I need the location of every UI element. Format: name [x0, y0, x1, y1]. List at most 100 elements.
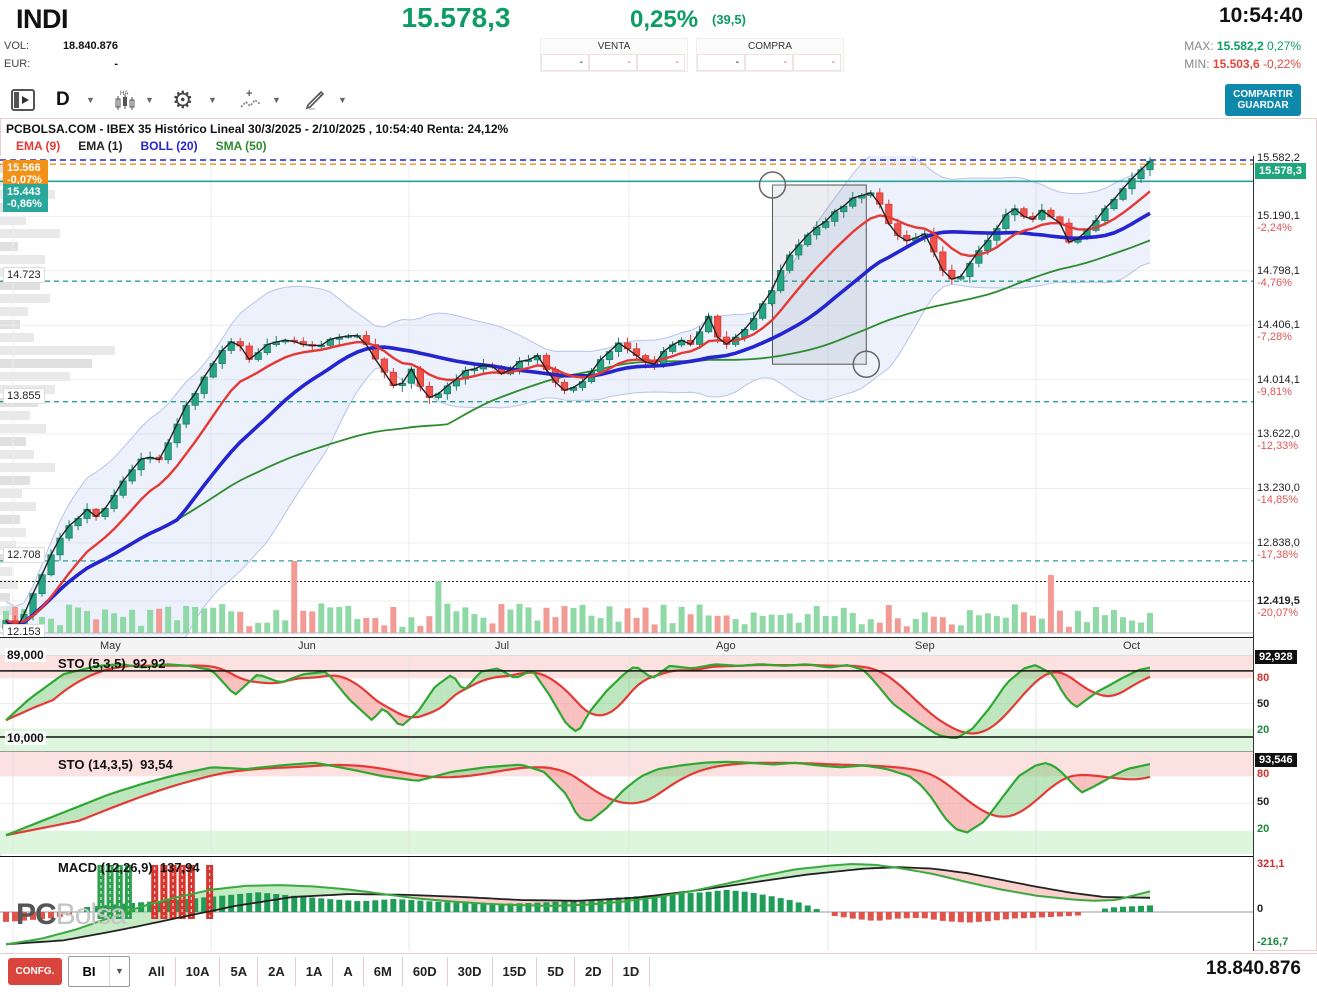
compra-panel: COMPRA ---	[696, 38, 844, 72]
macd-value: 137,94	[159, 860, 200, 875]
sto1-name: STO (5,3,5)	[58, 656, 126, 671]
add-indicator-icon[interactable]: +	[238, 86, 264, 114]
sto-tick: 20	[1257, 724, 1270, 737]
macd-panel[interactable]	[0, 856, 1253, 951]
macd-axis-zero: 0	[1257, 903, 1264, 915]
month-label: Ago	[716, 640, 736, 652]
level-label: 14.723	[3, 267, 45, 284]
vol-label: VOL:	[4, 40, 30, 52]
sto-tick: 50	[1257, 698, 1270, 711]
macd-name: MACD (12,26,9)	[58, 860, 153, 875]
chart-type-icon[interactable]: HA	[112, 86, 138, 114]
add-indicator-caret-icon[interactable]: ▼	[272, 95, 281, 105]
volume-row: VOL: 18.840.876	[4, 40, 118, 52]
max-label: MAX:	[1184, 39, 1214, 53]
min-value: 15.503,6	[1212, 57, 1260, 71]
drawing-handle-bottom-right[interactable]	[852, 350, 881, 378]
settings-caret-icon[interactable]: ▼	[208, 95, 217, 105]
period-button-5d[interactable]: 5D	[537, 957, 576, 986]
sto-tick: 80	[1257, 768, 1270, 781]
sto1-current-badge: 92,928	[1255, 650, 1297, 664]
config-button[interactable]: CONFG.	[8, 958, 62, 985]
timeframe-label: D	[56, 89, 70, 110]
period-button-2a[interactable]: 2A	[258, 957, 296, 986]
level-label: 13.855	[3, 387, 45, 404]
time-axis: May Jun Jul Ago Sep Oct	[0, 637, 1253, 656]
axis-tick: 13.230,0 -14,85%	[1257, 482, 1300, 507]
legend-item[interactable]: EMA (9)	[16, 139, 61, 153]
axis-top-value: 15.582,2	[1257, 152, 1300, 164]
interval-dropdown[interactable]: BI ▼	[68, 956, 130, 987]
month-label: Oct	[1123, 640, 1141, 652]
share-save-button[interactable]: COMPARTIR GUARDAR	[1225, 84, 1301, 116]
max-pct: 0,27%	[1266, 39, 1301, 53]
level-label: 12.153	[3, 623, 45, 640]
price-alert-badge[interactable]: 15.566 -0,07%	[3, 160, 48, 188]
share-label: COMPARTIR	[1233, 89, 1293, 100]
draw-pencil-icon[interactable]	[303, 86, 327, 114]
period-button-1d[interactable]: 1D	[613, 957, 651, 986]
orderbook-cell: -	[541, 54, 589, 71]
watermark-bold: PC	[16, 898, 57, 931]
timeframe-caret-icon[interactable]: ▼	[86, 95, 95, 105]
settings-gear-icon[interactable]: ⚙	[172, 86, 194, 114]
month-label: May	[100, 640, 121, 652]
drawing-handle-top-left[interactable]	[758, 171, 787, 199]
axis-tick: 14.014,1 -9,81%	[1257, 373, 1300, 398]
chart-type-caret-icon[interactable]: ▼	[145, 95, 154, 105]
axis-tick: 14.406,1 -7,28%	[1257, 319, 1300, 344]
macd-axis-max: 321,1	[1257, 858, 1285, 870]
period-button-30d[interactable]: 30D	[448, 957, 493, 986]
period-button-60d[interactable]: 60D	[403, 957, 448, 986]
price-alert-badge[interactable]: 15.443 -0,86%	[3, 184, 48, 212]
drawn-rectangle[interactable]	[771, 184, 867, 365]
period-button-5a[interactable]: 5A	[220, 957, 259, 986]
current-price-badge: 15.578,3	[1255, 163, 1306, 179]
total-volume: 18.840.876	[1205, 958, 1301, 979]
timeframe-button[interactable]: D	[56, 86, 70, 114]
month-label: Sep	[915, 640, 935, 652]
sto-tick: 20	[1257, 822, 1270, 835]
legend-item[interactable]: EMA (1)	[78, 139, 123, 153]
draw-caret-icon[interactable]: ▼	[338, 95, 347, 105]
legend-item[interactable]: BOLL (20)	[140, 139, 198, 153]
orderbook-cell: -	[589, 54, 637, 71]
orderbook-cell: -	[745, 54, 793, 71]
sto2-label: STO (14,3,5) 93,54	[58, 757, 173, 772]
stochastic2-panel[interactable]	[0, 751, 1253, 854]
legend-item[interactable]: SMA (50)	[215, 139, 267, 153]
save-label: GUARDAR	[1237, 100, 1289, 111]
sto2-current-badge: 93,546	[1255, 753, 1297, 767]
compra-cells: ---	[697, 54, 843, 71]
period-button-a[interactable]: A	[333, 957, 364, 986]
month-label: Jul	[495, 640, 510, 652]
period-selector: All 10A 5A 2A 1A A 6M 60D 30D 15D 5D 2D 1D	[138, 956, 651, 987]
max-row: MAX: 15.582,2 0,27%	[1184, 39, 1301, 53]
stochastic1-panel[interactable]	[0, 656, 1253, 751]
min-label: MIN:	[1184, 57, 1210, 71]
period-button-15d[interactable]: 15D	[493, 957, 538, 986]
axis-tick: 12.838,0 -17,38%	[1257, 536, 1300, 561]
venta-panel: VENTA ---	[540, 38, 688, 72]
period-button-all[interactable]: All	[138, 957, 176, 986]
eur-label: EUR:	[4, 58, 31, 70]
pcbolsa-watermark: PCBolsa	[16, 898, 127, 932]
change-absolute: (39,5)	[712, 12, 746, 27]
sto1-label: STO (5,3,5) 92,92	[58, 656, 165, 671]
month-label: Jun	[298, 640, 316, 652]
sidebar-toggle-icon[interactable]	[10, 86, 36, 114]
clock: 10:54:40	[1218, 4, 1303, 27]
eur-value: -	[114, 58, 118, 70]
period-button-2d[interactable]: 2D	[575, 957, 613, 986]
axis-tick: 14.798,1 -4,76%	[1257, 264, 1300, 289]
chart-title: PCBOLSA.COM - IBEX 35 Histórico Lineal 3…	[6, 122, 509, 136]
sto1-lower-threshold: 10,000	[5, 731, 46, 745]
main-price-chart[interactable]	[0, 156, 1253, 637]
sto2-value: 93,54	[140, 757, 173, 772]
venta-cells: ---	[541, 54, 687, 71]
period-button-10a[interactable]: 10A	[176, 957, 221, 986]
period-button-1a[interactable]: 1A	[296, 957, 334, 986]
compra-label: COMPRA	[748, 41, 792, 52]
period-button-6m[interactable]: 6M	[364, 957, 403, 986]
